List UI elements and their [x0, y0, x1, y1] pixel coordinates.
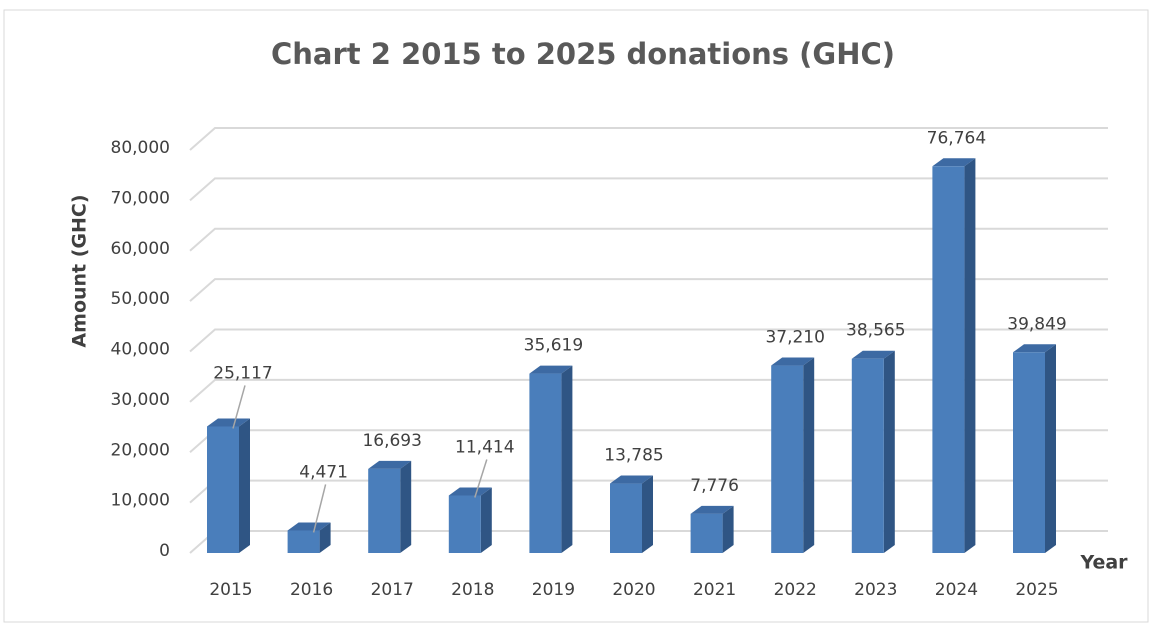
- chart-title: Chart 2 2015 to 2025 donations (GHC): [271, 37, 895, 71]
- x-tick-label: 2019: [532, 580, 575, 600]
- bar: [932, 158, 976, 554]
- data-label: 76,764: [927, 128, 986, 148]
- bar-side: [883, 350, 895, 553]
- bar-front: [610, 483, 642, 553]
- bar-front: [690, 513, 723, 553]
- bar: [1013, 344, 1056, 553]
- bar: [610, 475, 653, 553]
- y-tick-label: 70,000: [111, 188, 170, 208]
- bar-side: [642, 475, 653, 553]
- y-tick-label: 80,000: [111, 138, 170, 158]
- bar-side: [319, 522, 331, 553]
- leader-line: [474, 459, 488, 498]
- bar-side: [964, 158, 976, 554]
- bar-top: [851, 350, 895, 359]
- bar-side: [400, 460, 412, 553]
- bar: [851, 350, 895, 553]
- data-label: 11,414: [455, 438, 514, 458]
- bar-side: [561, 365, 573, 553]
- bar: [529, 365, 573, 553]
- y-axis-label: Amount (GHC): [69, 194, 91, 347]
- data-label: 37,210: [765, 328, 824, 348]
- grid-line: [189, 177, 1108, 202]
- bar-side: [722, 505, 734, 553]
- bar-side: [480, 487, 492, 553]
- bar-top: [448, 487, 492, 496]
- bar: [368, 460, 412, 553]
- bar-front: [771, 365, 804, 553]
- bar-front: [368, 468, 401, 553]
- bar-top: [690, 505, 734, 514]
- y-tick-label: 10,000: [111, 491, 170, 511]
- grid-line: [189, 127, 1108, 151]
- bar-top: [771, 357, 815, 366]
- leader-line: [232, 385, 246, 429]
- bar: [287, 522, 331, 553]
- grid-line: [189, 278, 1108, 302]
- bar: [771, 357, 815, 553]
- y-tick-label: 30,000: [111, 390, 170, 410]
- bar-top: [368, 460, 412, 469]
- data-label: 16,693: [362, 431, 421, 451]
- data-label: 7,776: [690, 476, 739, 496]
- x-tick-label: 2016: [290, 580, 333, 600]
- x-tick-label: 2022: [774, 580, 817, 600]
- data-label: 38,565: [846, 321, 905, 341]
- bar-front: [448, 495, 481, 553]
- leader-line: [312, 484, 327, 533]
- y-tick-label: 20,000: [111, 440, 170, 460]
- bar: [207, 418, 250, 553]
- x-tick-label: 2021: [693, 580, 736, 600]
- bar-front: [287, 530, 320, 553]
- bar: [690, 505, 734, 553]
- data-label: 4,471: [299, 462, 348, 482]
- bar-top: [1013, 344, 1056, 353]
- x-tick-label: 2023: [854, 580, 897, 600]
- bar-front: [1013, 352, 1045, 553]
- grid-line: [189, 328, 1108, 353]
- bar-front: [851, 358, 884, 553]
- grid-line: [189, 227, 1108, 252]
- bar-side: [803, 357, 815, 553]
- x-tick-label: 2020: [612, 580, 655, 600]
- bar-top: [610, 475, 653, 484]
- y-tick-label: 40,000: [111, 340, 170, 360]
- y-tick-label: 50,000: [111, 289, 170, 309]
- data-label: 13,785: [604, 446, 663, 466]
- data-label: 35,619: [524, 336, 583, 356]
- bar-front: [932, 166, 965, 554]
- x-tick-label: 2025: [1015, 580, 1058, 600]
- bar-top: [207, 418, 250, 427]
- x-tick-label: 2015: [209, 580, 252, 600]
- x-tick-label: 2018: [451, 580, 494, 600]
- data-label: 25,117: [213, 363, 272, 383]
- x-axis-label: Year: [1079, 552, 1128, 574]
- bar-side: [239, 418, 250, 553]
- x-tick-label: 2017: [371, 580, 414, 600]
- bar-top: [287, 522, 331, 531]
- data-label: 39,849: [1007, 314, 1066, 334]
- bar-front: [529, 373, 562, 553]
- y-tick-label: 0: [159, 541, 170, 561]
- y-tick-label: 60,000: [111, 239, 170, 259]
- bar: [448, 487, 492, 553]
- bar-side: [1045, 344, 1056, 553]
- bar-top: [932, 158, 976, 167]
- x-tick-label: 2024: [935, 580, 978, 600]
- bar-top: [529, 365, 573, 374]
- bar-front: [207, 426, 239, 553]
